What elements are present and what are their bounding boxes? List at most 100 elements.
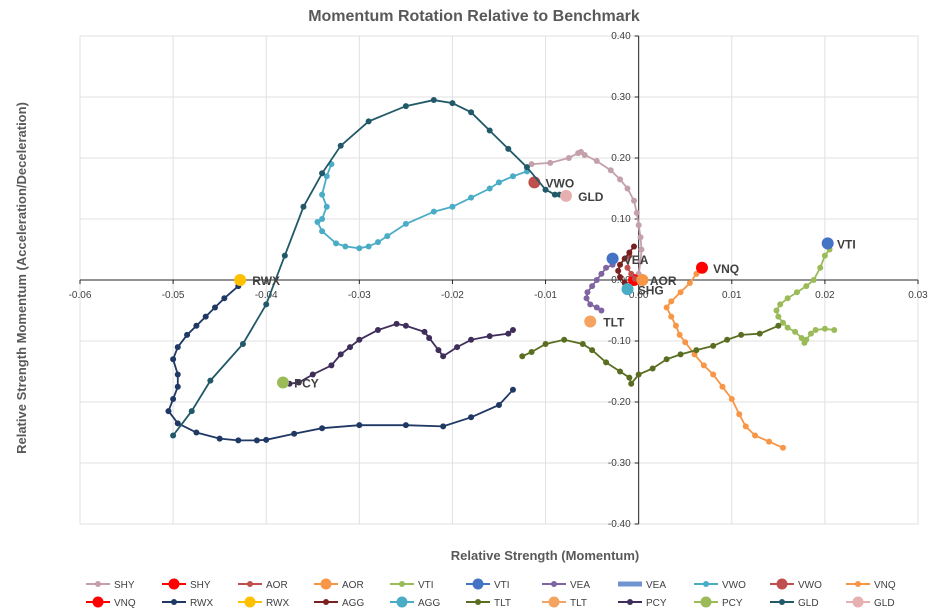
- rwx-trail-point: [319, 425, 326, 432]
- vti-trail-point: [779, 319, 786, 326]
- rwx-trail-point: [202, 313, 209, 320]
- pcy-trail-point: [309, 371, 316, 378]
- vwo-trail-point: [486, 185, 493, 192]
- legend-label: RWX: [190, 598, 213, 609]
- vea-trail-point: [587, 301, 594, 308]
- agg-trail-point: [617, 273, 624, 280]
- legend-label: VTI: [494, 580, 510, 591]
- legend-entry: AGG: [314, 598, 364, 609]
- tlt-trail-point: [738, 331, 745, 338]
- tlt-current-marker: [584, 315, 597, 328]
- legend-entry: VEA: [542, 580, 590, 591]
- gld-current-marker: [560, 189, 573, 202]
- legend-marker-swatch: [852, 596, 864, 608]
- legend-marker-swatch: [472, 578, 484, 590]
- shy-trail-point: [637, 258, 644, 265]
- tlt-trail-point: [528, 348, 535, 355]
- gld-trail-point: [486, 127, 493, 134]
- y-tick-label: -0.10: [608, 336, 631, 347]
- tlt-trail-point: [617, 368, 624, 375]
- pcy-trail-point: [440, 353, 447, 360]
- agg-trail-point: [621, 255, 628, 262]
- legend-marker-swatch: [168, 578, 180, 590]
- tlt-trail-point: [561, 336, 568, 343]
- legend-dot-swatch: [247, 581, 253, 587]
- legend-entry: VEA: [618, 580, 666, 591]
- shy-trail-point: [637, 234, 644, 241]
- vnq-trail-point: [668, 298, 675, 305]
- tlt-trail-point: [589, 347, 596, 354]
- tlt-trail-point: [756, 330, 763, 337]
- aor-trail-line: [626, 255, 636, 280]
- y-tick-label: 0.10: [611, 214, 631, 225]
- legend-label: VNQ: [114, 598, 136, 609]
- x-tick-label: -0.05: [162, 290, 185, 301]
- pcy-trail-point: [468, 336, 475, 343]
- shy-trail-point: [528, 161, 535, 168]
- point-label-vti: VTI: [837, 238, 856, 252]
- gld-trail-point: [263, 301, 270, 308]
- series-agg: [615, 243, 638, 296]
- gld-trail-point: [188, 408, 195, 415]
- vea-trail-point: [589, 283, 596, 290]
- rwx-current-marker: [234, 274, 247, 286]
- agg-trail-point: [617, 261, 624, 268]
- y-axis-title: Relative Strength Momentum (Acceleration…: [14, 102, 29, 454]
- legend-label: VWO: [798, 580, 822, 591]
- legend-label: AGG: [418, 598, 440, 609]
- point-label-pcy: PCY: [294, 377, 319, 391]
- rwx-trail-point: [291, 430, 298, 437]
- y-tick-label: -0.20: [608, 397, 631, 408]
- pcy-trail-point: [509, 327, 516, 334]
- legend-dot-swatch: [475, 599, 481, 605]
- pcy-current-marker: [276, 376, 289, 389]
- vnq-trail-point: [710, 371, 717, 378]
- gld-trail-point: [542, 186, 549, 193]
- legend-label: AOR: [342, 580, 364, 591]
- legend-dot-swatch: [171, 599, 177, 605]
- vea-trail-line: [585, 263, 613, 312]
- legend-dot-swatch: [323, 599, 329, 605]
- vti-trail-point: [773, 307, 780, 314]
- pcy-trail-point: [454, 344, 461, 351]
- pcy-trail-point: [421, 328, 428, 335]
- shy-trail-point: [635, 222, 642, 229]
- legend-entry: TLT: [542, 596, 587, 609]
- legend-label: AGG: [342, 598, 364, 609]
- vea-trail-point: [593, 277, 600, 283]
- point-label-gld: GLD: [578, 190, 604, 204]
- vnq-trail-point: [677, 289, 684, 296]
- legend-marker-swatch: [776, 578, 788, 590]
- shy-trail-point: [624, 185, 631, 192]
- legend-label: TLT: [494, 598, 511, 609]
- series-vti: [773, 237, 838, 346]
- vti-trail-point: [784, 324, 791, 331]
- point-label-shg: SHG: [638, 283, 664, 297]
- vwo-trail-point: [319, 228, 326, 235]
- legend-label: VEA: [646, 580, 666, 591]
- rwx-trail-point: [496, 402, 502, 409]
- rwx-trail-point: [253, 437, 260, 444]
- vnq-trail-point: [719, 383, 726, 390]
- vwo-trail-point: [509, 173, 516, 180]
- legend-label: GLD: [874, 598, 895, 609]
- agg-trail-point: [626, 249, 633, 256]
- legend-label: RWX: [266, 598, 289, 609]
- legend-label: TLT: [570, 598, 587, 609]
- x-tick-label: -0.03: [348, 290, 371, 301]
- vwo-trail-point: [365, 243, 372, 250]
- vti-trail-point: [798, 334, 805, 341]
- legend-entry: RWX: [162, 598, 213, 609]
- gld-trail-point: [505, 145, 512, 152]
- vwo-trail-point: [384, 233, 391, 240]
- tlt-trail-point: [775, 322, 782, 329]
- vti-trail-point: [792, 328, 799, 335]
- rwx-trail-point: [263, 436, 270, 443]
- rwx-trail-point: [174, 383, 181, 390]
- y-tick-label: 0.40: [611, 31, 631, 42]
- gld-trail-line: [172, 99, 560, 437]
- series-pcy: [276, 320, 516, 389]
- chart-title: Momentum Rotation Relative to Benchmark: [308, 8, 640, 25]
- vti-trail-point: [793, 289, 800, 296]
- pcy-trail-point: [486, 333, 493, 340]
